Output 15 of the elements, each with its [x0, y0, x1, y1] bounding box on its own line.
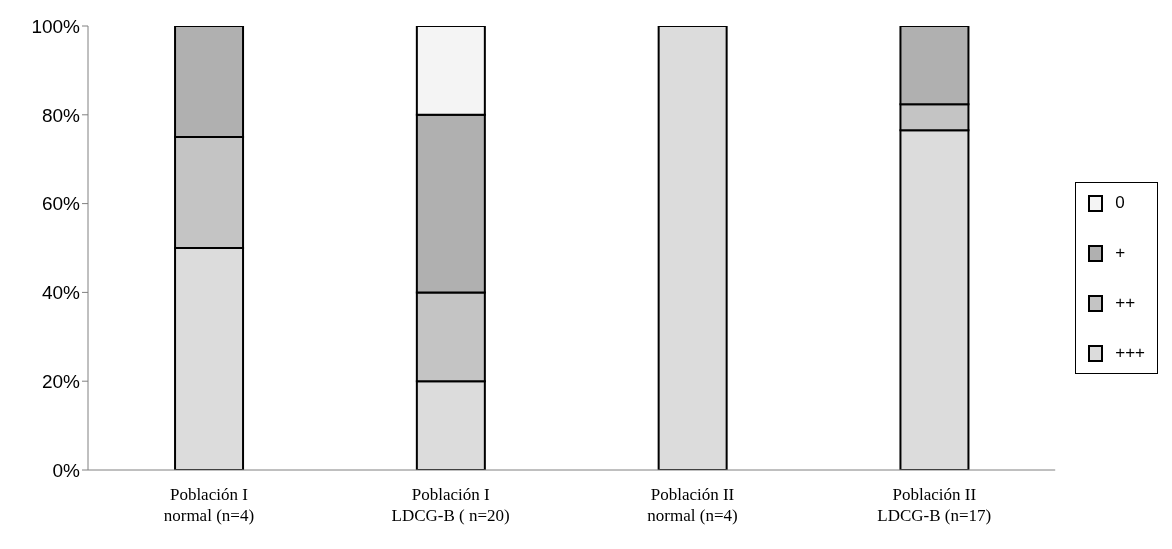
legend-label: +: [1115, 243, 1126, 263]
y-tick-label: 60%: [41, 193, 81, 215]
x-tick-label: Población II normal (n=4): [647, 485, 738, 525]
legend-label: ++: [1115, 293, 1136, 313]
y-tick-label: 20%: [41, 370, 81, 392]
legend-label: 0: [1115, 193, 1125, 213]
legend-label: +++: [1115, 343, 1145, 363]
y-tick-label: 100%: [31, 15, 81, 37]
y-tick-label: 40%: [41, 282, 81, 304]
bar: [657, 26, 728, 470]
y-tick-label: 80%: [41, 104, 81, 126]
x-tick-label: Población I normal (n=4): [163, 485, 255, 525]
x-tick-label: Población I LDCG-B ( n=20): [391, 485, 510, 525]
x-tick-label: Población II LDCG-B (n=17): [877, 485, 992, 525]
y-tick-label: 0%: [52, 459, 81, 481]
